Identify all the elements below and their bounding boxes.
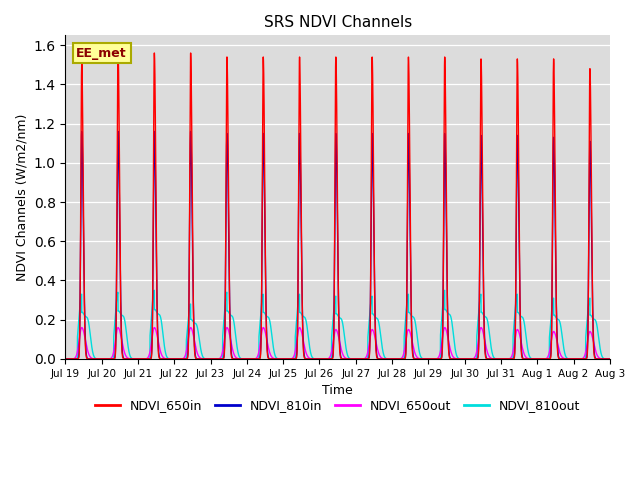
NDVI_650in [602,356,609,362]
NDVI_810in [306,356,314,362]
NDVI_650out [61,356,69,362]
NDVI_650out [191,340,198,346]
NDVI_650in [267,356,275,362]
NDVI_810in [78,129,86,134]
NDVI_810in [61,356,69,362]
NDVI_810out [61,356,69,362]
NDVI_810out [191,320,198,326]
NDVI_810out [441,288,449,293]
NDVI_810in [194,356,202,362]
Y-axis label: NDVI Channels (W/m2/nm): NDVI Channels (W/m2/nm) [15,113,28,281]
NDVI_810in [602,356,609,362]
Line: NDVI_810in: NDVI_810in [65,132,610,359]
Line: NDVI_810out: NDVI_810out [65,290,610,359]
NDVI_810in [188,190,196,195]
NDVI_810out [267,323,275,328]
NDVI_650out [267,352,275,358]
Line: NDVI_650out: NDVI_650out [65,327,610,359]
Legend: NDVI_650in, NDVI_810in, NDVI_650out, NDVI_810out: NDVI_650in, NDVI_810in, NDVI_650out, NDV… [90,395,585,418]
Line: NDVI_650in: NDVI_650in [65,51,610,359]
NDVI_650in [114,48,122,54]
NDVI_650out [78,324,86,330]
NDVI_650in [191,351,198,357]
NDVI_650out [194,351,202,357]
NDVI_650out [602,356,609,362]
NDVI_810in [606,356,614,362]
NDVI_810out [602,356,609,362]
NDVI_650in [606,356,614,362]
NDVI_810out [194,325,202,331]
NDVI_650in [188,150,196,156]
Text: EE_met: EE_met [76,47,127,60]
X-axis label: Time: Time [323,384,353,397]
NDVI_810out [188,317,196,323]
NDVI_650out [306,355,314,361]
NDVI_650in [306,356,314,362]
NDVI_650in [61,356,69,362]
NDVI_650out [188,326,196,332]
Title: SRS NDVI Channels: SRS NDVI Channels [264,15,412,30]
NDVI_650out [606,356,614,362]
NDVI_810in [267,356,275,362]
NDVI_810out [606,356,614,362]
NDVI_810in [191,348,198,353]
NDVI_810out [305,342,313,348]
NDVI_650in [194,356,202,362]
